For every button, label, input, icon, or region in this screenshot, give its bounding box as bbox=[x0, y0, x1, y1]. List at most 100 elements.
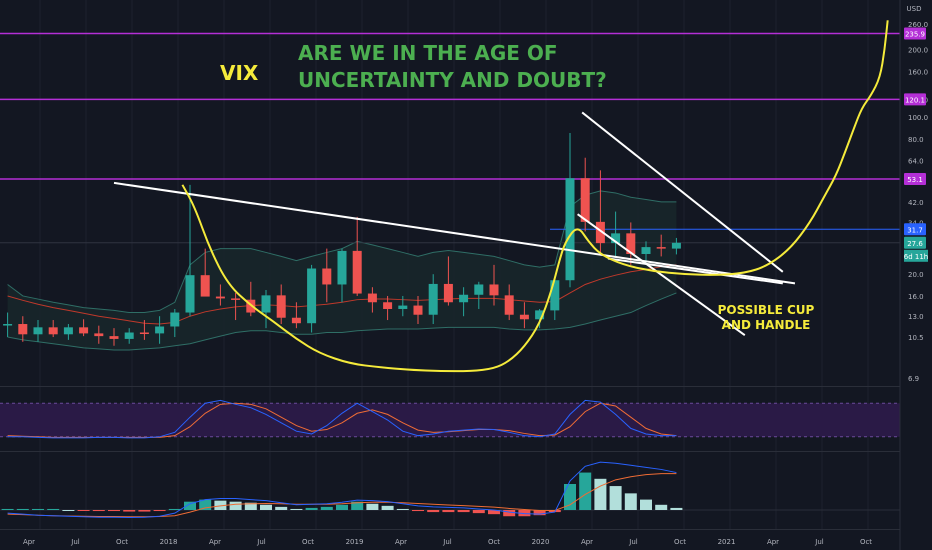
macd-histogram-bar bbox=[108, 510, 120, 512]
macd-histogram-bar bbox=[412, 510, 424, 512]
price-tag-box bbox=[904, 27, 926, 40]
time-tick-label: Oct bbox=[860, 538, 872, 546]
price-tick-label: 80.0 bbox=[908, 136, 924, 144]
candle-body bbox=[261, 295, 271, 313]
time-tick-label: 2018 bbox=[160, 538, 178, 546]
candle-body bbox=[626, 233, 636, 255]
candle-body bbox=[291, 317, 301, 324]
candle bbox=[139, 320, 149, 340]
price-tag-box bbox=[904, 223, 926, 236]
price-tick-label: 6.9 bbox=[908, 375, 919, 383]
candle bbox=[519, 302, 529, 329]
candle bbox=[367, 287, 377, 313]
macd-histogram-bar bbox=[533, 510, 546, 516]
candle bbox=[337, 248, 347, 303]
candle-body bbox=[565, 178, 575, 281]
macd-histogram-bar bbox=[579, 472, 592, 510]
price-tag: 53.1 bbox=[904, 172, 926, 185]
macd-signal-line bbox=[7, 473, 677, 518]
macd-histogram-bar bbox=[138, 510, 151, 512]
price-tag-label: 27.6 bbox=[907, 240, 923, 248]
bollinger-lower bbox=[7, 292, 677, 351]
candle-body bbox=[79, 327, 89, 334]
price-tick-label: 260.0 bbox=[908, 21, 928, 29]
candle-body bbox=[276, 295, 286, 318]
cup-curve bbox=[181, 20, 889, 373]
candle-body bbox=[200, 275, 210, 297]
price-tag-label: 120.1 bbox=[905, 96, 925, 104]
headline-line-1: ARE WE IN THE AGE OF bbox=[298, 41, 558, 65]
currency-label: USD bbox=[907, 5, 922, 13]
time-tick-label: 2020 bbox=[532, 538, 550, 546]
candle-body bbox=[413, 305, 423, 315]
candle bbox=[291, 302, 301, 329]
candle-body bbox=[535, 310, 545, 320]
trend-line bbox=[607, 257, 783, 285]
price-tag: 235.9 bbox=[904, 27, 926, 40]
symbol-label: VIX bbox=[220, 61, 259, 85]
candle bbox=[3, 312, 13, 338]
candle-body bbox=[3, 324, 13, 326]
candle bbox=[459, 287, 469, 317]
candle bbox=[155, 316, 165, 344]
price-tag: 27.6 bbox=[904, 236, 926, 249]
macd-histogram-bar bbox=[229, 501, 242, 510]
macd-histogram-bar bbox=[244, 502, 257, 510]
time-tick-label: Jul bbox=[628, 538, 638, 546]
candle bbox=[504, 284, 514, 321]
pane-divider-3 bbox=[0, 529, 932, 530]
macd-histogram-bar bbox=[624, 493, 637, 510]
trend-lines bbox=[113, 111, 796, 337]
candle bbox=[428, 274, 438, 325]
macd-histogram-bar bbox=[472, 510, 485, 514]
macd-histogram-bar bbox=[275, 506, 288, 510]
price-axis[interactable]: 260.0200.0160.0120.0100.080.064.042.034.… bbox=[904, 21, 928, 383]
candle bbox=[307, 264, 317, 333]
macd-histogram-bar bbox=[260, 504, 272, 510]
macd-histogram-bar bbox=[564, 484, 576, 510]
candle bbox=[200, 248, 210, 297]
trend-line bbox=[113, 181, 796, 285]
candle bbox=[443, 256, 453, 306]
candle-body bbox=[428, 283, 438, 315]
candle bbox=[535, 308, 545, 329]
macd-histogram-bar bbox=[123, 510, 136, 512]
price-tick-label: 16.0 bbox=[908, 293, 924, 301]
candle bbox=[94, 325, 104, 344]
macd-histogram-bar bbox=[488, 510, 500, 515]
time-tick-label: Jul bbox=[70, 538, 80, 546]
candle-body bbox=[641, 247, 651, 255]
macd-histogram-bar bbox=[77, 510, 90, 511]
time-axis[interactable]: Apr Jul Oct 2018 Apr Jul Oct 2019 Apr Jul Oct 2020 A… bbox=[23, 538, 872, 546]
candle-body bbox=[109, 336, 119, 339]
macd-histogram-bar bbox=[47, 508, 60, 510]
macd-histogram-bar bbox=[442, 510, 455, 513]
time-tick-label: Oct bbox=[488, 538, 500, 546]
candle bbox=[261, 290, 271, 329]
macd-histogram-bar bbox=[670, 507, 683, 510]
candle-body bbox=[504, 295, 514, 315]
price-axis-background bbox=[900, 0, 932, 550]
candle bbox=[48, 320, 58, 338]
candle bbox=[398, 295, 408, 317]
price-tick-label: 200.0 bbox=[908, 47, 928, 55]
candle-body bbox=[398, 305, 408, 309]
candle bbox=[671, 237, 681, 255]
macd-histogram-bar bbox=[290, 508, 303, 510]
candle-body bbox=[307, 268, 317, 324]
macd-histogram-bar bbox=[396, 508, 409, 510]
candle bbox=[231, 292, 241, 321]
price-tag-box bbox=[904, 236, 926, 249]
candle-body bbox=[474, 284, 484, 295]
macd-histogram-bar bbox=[594, 478, 607, 510]
time-tick-label: Jul bbox=[814, 538, 824, 546]
annotation-line-2: AND HANDLE bbox=[722, 318, 811, 332]
macd-histogram-bar bbox=[184, 501, 196, 510]
candle bbox=[352, 216, 362, 296]
price-tick-label: 100.0 bbox=[908, 114, 928, 122]
time-tick-label: Oct bbox=[674, 538, 686, 546]
price-tag-label: 31.7 bbox=[907, 226, 923, 234]
candle-body bbox=[124, 332, 134, 339]
time-tick-label: 2019 bbox=[346, 538, 364, 546]
